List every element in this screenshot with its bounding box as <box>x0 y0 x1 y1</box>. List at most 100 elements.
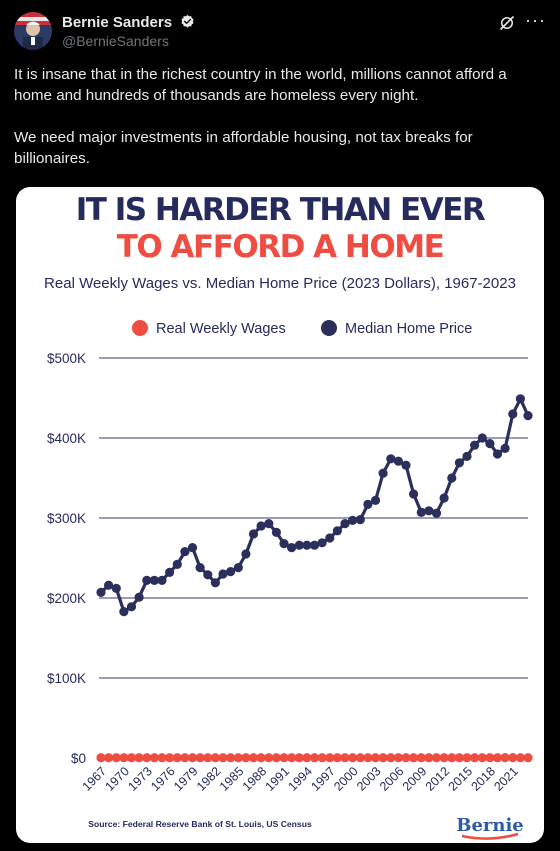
x-tick-label: 1994 <box>285 764 315 794</box>
more-icon[interactable]: ··· <box>525 10 546 30</box>
legend-marker-wages <box>132 320 148 336</box>
data-point-wages <box>233 753 243 763</box>
legend-label-wages: Real Weekly Wages <box>156 321 286 337</box>
chart-svg: IT IS HARDER THAN EVER TO AFFORD A HOME … <box>44 192 533 840</box>
data-point-wages <box>302 753 312 763</box>
verified-badge-icon <box>180 14 195 29</box>
data-point-wages <box>142 753 152 763</box>
data-point-home-price <box>203 570 213 580</box>
data-point-home-price <box>470 440 480 450</box>
data-point-home-price <box>523 411 533 421</box>
data-point-wages <box>248 753 259 763</box>
data-point-home-price <box>126 602 137 612</box>
data-point-home-price <box>317 538 327 548</box>
x-tick-label: 1988 <box>240 764 270 794</box>
data-point-home-price <box>165 567 175 577</box>
x-tick-label: 1985 <box>217 764 247 794</box>
avatar[interactable] <box>14 12 52 50</box>
data-point-home-price <box>172 559 182 569</box>
data-point-wages <box>454 753 464 763</box>
series-real-weekly-wages <box>96 753 533 763</box>
x-tick-label: 1967 <box>80 764 110 794</box>
grok-icon[interactable] <box>498 14 516 32</box>
data-point-wages <box>348 753 358 763</box>
data-point-home-price <box>325 533 335 543</box>
data-point-wages <box>431 753 442 763</box>
data-point-home-price <box>104 580 114 590</box>
y-tick-label: $100K <box>47 671 86 686</box>
data-point-wages <box>416 753 426 763</box>
x-tick-label: 2003 <box>354 764 384 794</box>
data-point-home-price <box>119 607 129 617</box>
x-tick-label: 1976 <box>148 764 178 794</box>
data-point-home-price <box>363 499 373 509</box>
data-point-wages <box>226 753 236 763</box>
data-point-wages <box>180 753 190 763</box>
data-point-wages <box>195 753 205 763</box>
data-point-wages <box>126 753 137 763</box>
data-point-home-price <box>134 592 144 602</box>
bernie-logo-swoosh <box>461 832 519 840</box>
data-point-wages <box>500 753 510 763</box>
data-point-wages <box>119 753 129 763</box>
y-tick-label: $400K <box>47 431 86 446</box>
bernie-logo: Bernie <box>456 815 524 836</box>
data-point-home-price <box>279 539 289 549</box>
data-point-home-price <box>294 540 304 550</box>
data-point-wages <box>393 753 403 763</box>
data-point-wages <box>134 753 144 763</box>
data-point-home-price <box>157 575 167 585</box>
data-point-home-price <box>500 443 510 453</box>
data-point-wages <box>462 753 472 763</box>
data-point-home-price <box>309 540 320 550</box>
data-point-home-price <box>264 519 274 529</box>
y-tick-label: $500K <box>47 351 86 366</box>
data-point-home-price <box>96 587 106 597</box>
author-name-text[interactable]: Bernie Sanders <box>62 14 173 31</box>
author-name[interactable]: Bernie Sanders <box>62 14 195 31</box>
data-point-home-price <box>401 460 411 470</box>
data-point-home-price <box>431 508 442 518</box>
data-point-wages <box>294 753 304 763</box>
data-point-home-price <box>218 569 228 579</box>
data-point-wages <box>515 753 525 763</box>
data-point-home-price <box>241 549 251 559</box>
data-point-home-price <box>492 449 503 459</box>
data-point-home-price <box>386 454 396 464</box>
data-point-home-price <box>409 489 419 499</box>
x-tick-label: 1973 <box>125 764 155 794</box>
chart-headline-line1: IT IS HARDER THAN EVER <box>76 192 486 228</box>
data-point-home-price <box>462 451 472 461</box>
legend-label-home-price: Median Home Price <box>345 321 472 337</box>
x-tick-label: 2000 <box>331 764 361 794</box>
series-median-home-price <box>96 394 533 617</box>
author-handle[interactable]: @BernieSanders <box>62 33 169 49</box>
data-point-home-price <box>302 540 312 550</box>
y-axis-ticks: $0 $100K $200K $300K $400K $500K <box>47 351 86 766</box>
data-point-wages <box>111 753 121 763</box>
x-axis-ticks: 1967197019731976197919821985198819911994… <box>80 764 521 794</box>
data-point-home-price <box>515 394 525 404</box>
data-point-wages <box>378 753 388 763</box>
data-point-wages <box>508 753 518 763</box>
data-point-wages <box>165 753 175 763</box>
data-point-home-price <box>233 563 243 573</box>
chart-headline-line2: TO AFFORD A HOME <box>117 229 444 265</box>
data-point-wages <box>279 753 289 763</box>
y-tick-label: $300K <box>47 511 86 526</box>
data-point-home-price <box>378 468 388 478</box>
data-point-home-price <box>142 575 152 585</box>
data-point-wages <box>256 753 266 763</box>
data-point-home-price <box>348 515 358 525</box>
data-point-home-price <box>195 563 205 573</box>
data-point-wages <box>104 753 114 763</box>
data-point-wages <box>401 753 411 763</box>
data-point-wages <box>157 753 167 763</box>
data-point-wages <box>477 753 487 763</box>
chart-card[interactable]: IT IS HARDER THAN EVER TO AFFORD A HOME … <box>16 187 544 843</box>
data-point-wages <box>264 753 274 763</box>
data-point-home-price <box>477 433 487 443</box>
data-point-wages <box>271 753 281 763</box>
data-point-wages <box>332 753 342 763</box>
data-point-wages <box>149 753 159 763</box>
